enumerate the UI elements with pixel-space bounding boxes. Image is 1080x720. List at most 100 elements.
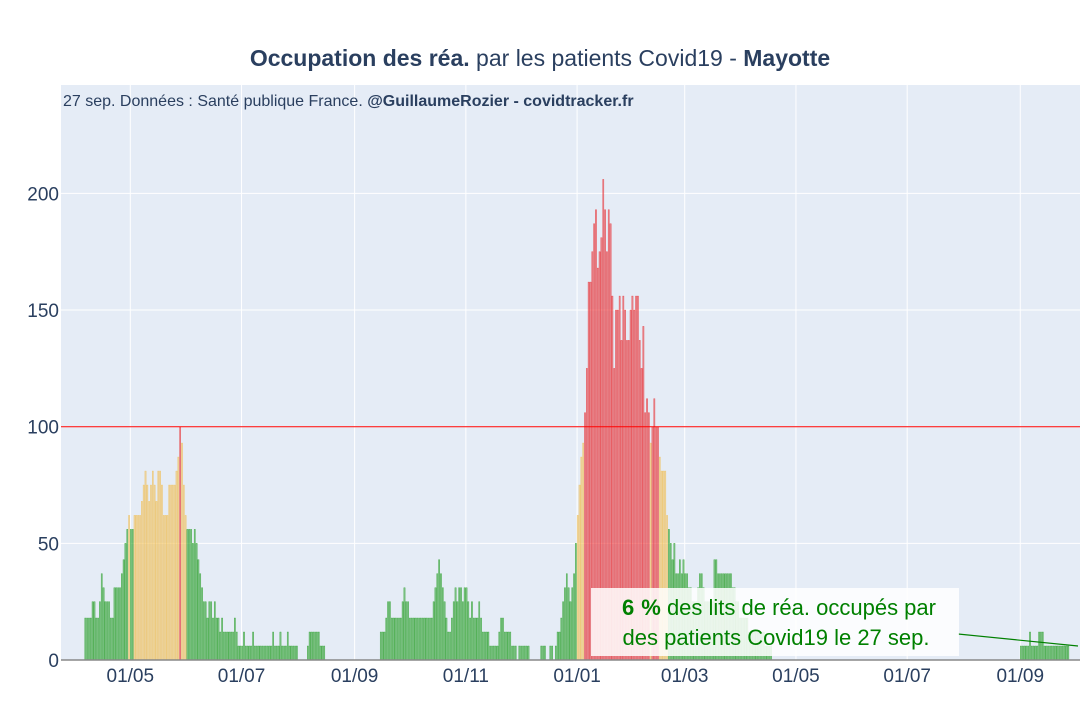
bar xyxy=(381,631,384,661)
bar xyxy=(199,573,202,661)
bar xyxy=(1031,645,1033,661)
bar xyxy=(177,456,180,661)
bar xyxy=(175,470,178,661)
bar xyxy=(456,601,459,661)
bar xyxy=(234,617,236,661)
bar xyxy=(310,631,313,661)
bar xyxy=(110,617,112,661)
x-tick-label: 01/07 xyxy=(218,666,266,687)
bar xyxy=(1038,631,1040,661)
bar xyxy=(405,601,408,661)
bar xyxy=(141,501,143,661)
bar xyxy=(237,645,240,661)
bar xyxy=(542,645,544,661)
bar xyxy=(119,587,121,661)
bar xyxy=(179,426,181,661)
bar xyxy=(571,587,574,661)
y-tick-label: 150 xyxy=(27,301,59,322)
bar xyxy=(498,631,501,661)
bar xyxy=(1047,645,1050,661)
y-tick-label: 200 xyxy=(27,184,59,205)
bar xyxy=(398,617,400,661)
bar xyxy=(416,617,419,661)
bar xyxy=(463,587,466,661)
bar xyxy=(294,645,296,661)
bar xyxy=(274,645,276,661)
bar xyxy=(474,617,477,661)
bar xyxy=(292,645,295,661)
bar xyxy=(288,645,291,661)
bars xyxy=(84,179,1070,661)
bar xyxy=(414,617,417,661)
bar xyxy=(602,179,605,661)
bar xyxy=(1058,645,1060,661)
bar xyxy=(115,587,118,661)
bar xyxy=(152,470,154,661)
bar xyxy=(97,617,99,661)
bar xyxy=(113,587,116,661)
bar xyxy=(130,529,132,661)
bar xyxy=(423,617,426,661)
bar xyxy=(290,645,293,661)
bar xyxy=(243,631,245,661)
bar xyxy=(396,617,398,661)
bar xyxy=(505,631,508,661)
bar xyxy=(183,484,185,661)
bar xyxy=(525,645,528,661)
x-tick-label: 01/03 xyxy=(661,666,709,687)
bar xyxy=(458,587,460,661)
bar xyxy=(582,442,585,661)
bar xyxy=(319,645,322,661)
bar xyxy=(1054,645,1057,661)
x-tick-label: 01/11 xyxy=(443,666,489,687)
bar xyxy=(266,645,269,661)
annotation-value: 6 xyxy=(622,595,634,620)
bar xyxy=(144,470,147,661)
x-tick-label: 01/09 xyxy=(996,666,1044,687)
x-axis-ticks: 01/05 01/07 01/09 01/11 01/01 01/03 01/05 01/07… xyxy=(107,666,1045,687)
bar xyxy=(217,617,220,661)
bar xyxy=(1063,645,1066,661)
bar xyxy=(166,515,169,661)
bar xyxy=(201,587,203,661)
bar xyxy=(1021,645,1024,661)
bar xyxy=(452,601,455,661)
bar xyxy=(427,617,429,661)
bar xyxy=(560,617,563,661)
bar xyxy=(323,645,326,661)
bar xyxy=(494,645,497,661)
bar xyxy=(556,631,559,661)
bar xyxy=(139,515,141,661)
bar xyxy=(390,617,393,661)
bar xyxy=(438,559,440,661)
bar xyxy=(483,631,486,661)
annotation-line-1-rest: des lits de réa. occupés par xyxy=(661,595,936,620)
bar xyxy=(469,617,471,661)
bar xyxy=(500,617,502,661)
chart-title-bold-2: Mayotte xyxy=(743,45,830,71)
bar xyxy=(108,601,110,661)
bar xyxy=(261,645,264,661)
bar xyxy=(1062,645,1064,661)
bar xyxy=(296,645,298,661)
bar xyxy=(111,617,114,661)
bar xyxy=(410,617,413,661)
bar xyxy=(159,470,161,661)
bar xyxy=(223,631,225,661)
bar xyxy=(317,631,320,661)
bar xyxy=(1023,645,1026,661)
bar xyxy=(245,645,247,661)
bar xyxy=(230,631,233,661)
bar xyxy=(540,645,543,661)
bar xyxy=(431,617,433,661)
bar xyxy=(239,645,242,661)
bar xyxy=(1056,645,1059,661)
bar xyxy=(580,456,583,661)
bar xyxy=(181,442,183,661)
bar xyxy=(460,587,462,661)
bar xyxy=(122,559,125,661)
bar xyxy=(443,601,446,661)
bar xyxy=(507,631,510,661)
bar xyxy=(1043,645,1046,661)
bar xyxy=(214,601,216,661)
